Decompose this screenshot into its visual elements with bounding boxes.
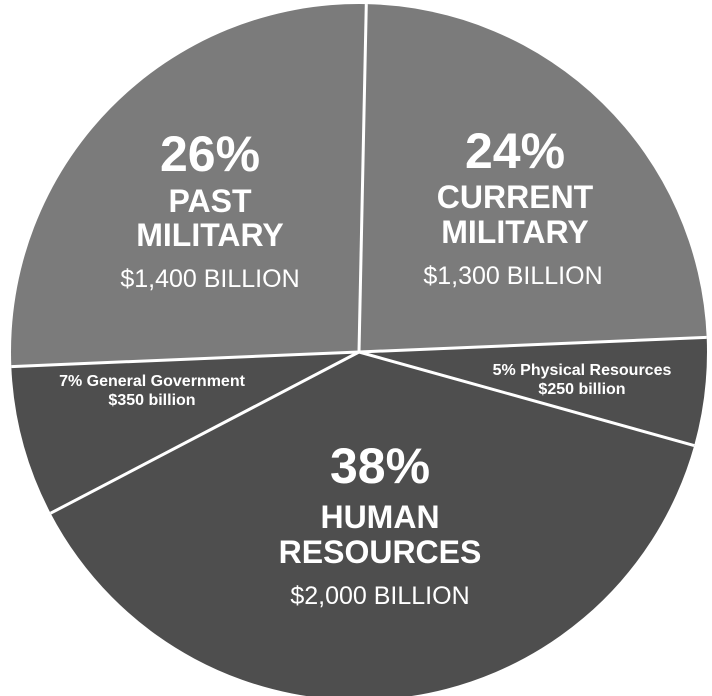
percent-label-current-military: 24% bbox=[465, 123, 565, 179]
label-physical-resources: 5% Physical Resources $250 billion bbox=[493, 362, 672, 398]
slice-separator-physical-resources bbox=[358, 335, 707, 354]
pie-slice-past-military bbox=[11, 4, 367, 367]
pie-slice-general-government bbox=[11, 352, 360, 514]
percent-label-human-resources: 38% bbox=[330, 438, 430, 494]
percent-label-past-military: 26% bbox=[160, 126, 260, 182]
slice-separator-past-military bbox=[11, 350, 360, 369]
name-label-current-military-line1: CURRENT bbox=[437, 179, 594, 215]
label-past-military: 26% PAST MILITARY $1,400 BILLION bbox=[120, 126, 299, 293]
label-physical-resources-line1: 5% Physical Resources bbox=[493, 362, 672, 379]
pie-slice-current-military bbox=[359, 4, 707, 353]
label-general-government-line1: 7% General Government bbox=[59, 373, 246, 390]
pie-slice-human-resources bbox=[50, 352, 695, 696]
label-current-military: 24% CURRENT MILITARY $1,300 BILLION bbox=[423, 123, 602, 290]
amount-label-current-military: $1,300 BILLION bbox=[423, 262, 602, 290]
label-general-government-line2: $350 billion bbox=[108, 392, 195, 409]
label-physical-resources-line2: $250 billion bbox=[538, 381, 625, 398]
name-label-human-resources-line1: HUMAN bbox=[320, 499, 439, 535]
name-label-human-resources-line2: RESOURCES bbox=[279, 534, 482, 570]
name-label-past-military-line1: PAST bbox=[169, 183, 252, 219]
name-label-past-military-line2: MILITARY bbox=[136, 217, 284, 253]
slice-separator-general-government bbox=[49, 350, 360, 515]
amount-label-past-military: $1,400 BILLION bbox=[120, 265, 299, 293]
amount-label-human-resources: $2,000 BILLION bbox=[290, 582, 469, 610]
label-human-resources: 38% HUMAN RESOURCES $2,000 BILLION bbox=[279, 438, 482, 610]
slice-separators bbox=[11, 4, 707, 515]
pie-slices bbox=[11, 4, 707, 696]
slice-separator-human-resources bbox=[358, 350, 695, 448]
pie-slice-physical-resources bbox=[359, 337, 707, 446]
slice-separator-current-military bbox=[357, 4, 368, 353]
label-general-government: 7% General Government $350 billion bbox=[59, 373, 246, 409]
name-label-current-military-line2: MILITARY bbox=[441, 214, 589, 250]
